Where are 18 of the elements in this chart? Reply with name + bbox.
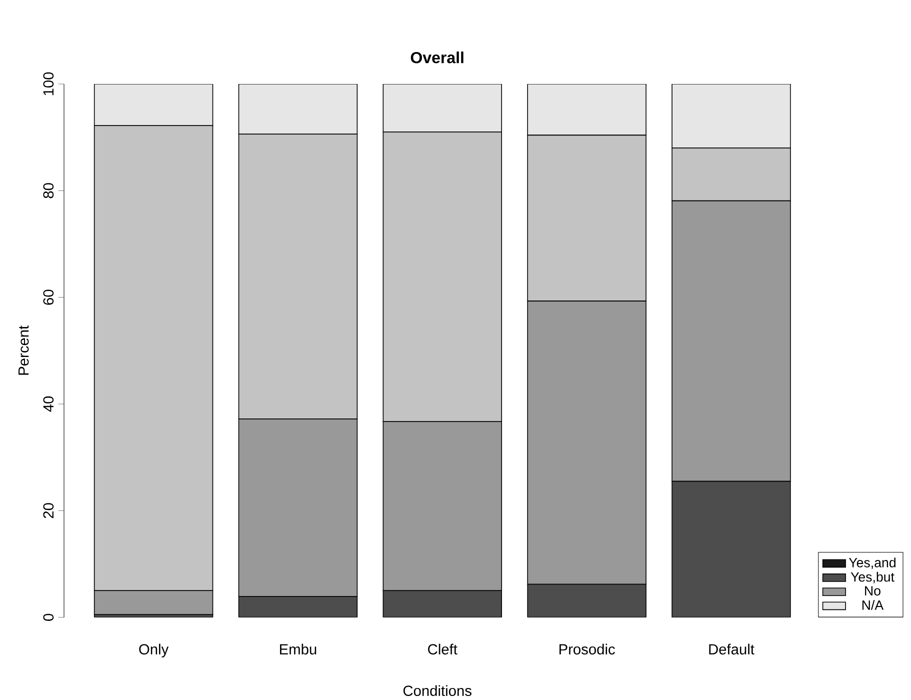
x-tick-label: Default	[709, 644, 754, 654]
y-tick-label: 100	[43, 72, 54, 96]
legend-label: N/A	[862, 600, 884, 610]
chart-title: Overall	[410, 52, 464, 64]
x-tick-label: Prosodic	[559, 644, 615, 654]
y-axis-title: Percent	[18, 325, 29, 375]
y-tick-label: 80	[43, 183, 54, 198]
y-tick-label: 40	[43, 396, 54, 412]
legend-label: No	[865, 586, 880, 596]
y-tick-label: 0	[43, 614, 54, 621]
y-tick-label: 60	[43, 290, 54, 305]
legend-label: Yes,and	[848, 558, 896, 569]
y-tick-label: 20	[43, 503, 54, 518]
x-tick-label: Only	[139, 644, 169, 658]
x-tick-label: Cleft	[428, 644, 458, 654]
x-tick-label: Embu	[280, 644, 316, 654]
legend-label: Yes,but	[850, 572, 894, 584]
x-axis-title: Conditions	[403, 685, 472, 696]
